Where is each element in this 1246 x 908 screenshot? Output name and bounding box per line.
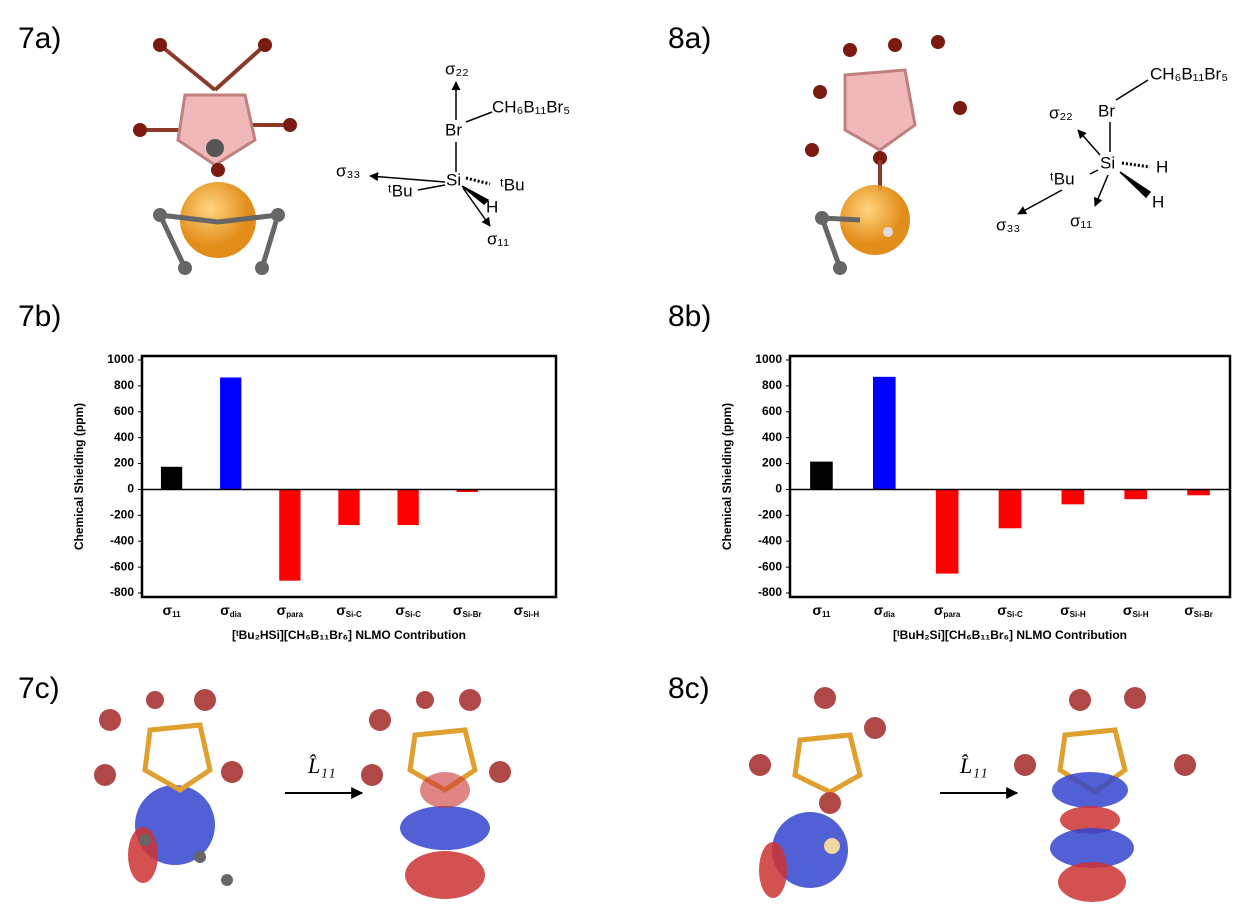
- x-axis-title: [ᵗBuH₂Si][CH₆B₁₁Br₆] NLMO Contribution: [893, 628, 1127, 642]
- tensor-label: σ₁₁: [1070, 211, 1092, 230]
- y-tick-label: 800: [762, 378, 782, 392]
- x-axis-title: [ᵗBu₂HSi][CH₆B₁₁Br₆] NLMO Contribution: [232, 628, 466, 642]
- y-tick-label: -400: [758, 533, 782, 547]
- y-tick-label: 0: [127, 482, 134, 496]
- panel-label: 8a): [668, 22, 711, 55]
- group-label: ᵗBu: [388, 181, 413, 200]
- x-tick-label: σSi-C: [336, 602, 362, 619]
- y-tick-label: 200: [114, 456, 134, 470]
- x-tick-label: σ11: [812, 602, 831, 619]
- molecule-8a: [805, 35, 967, 275]
- bar: [161, 467, 182, 490]
- x-tick-label: σSi-H: [1123, 602, 1149, 619]
- group-label: ᵗBu: [500, 175, 525, 194]
- tensor-label: σ₂₂: [1049, 103, 1073, 122]
- atom-label: H: [1152, 192, 1164, 211]
- tensor-label: σ₃₃: [996, 215, 1020, 234]
- bar: [810, 462, 833, 490]
- x-tick-label: σSi-H: [1060, 602, 1086, 619]
- y-axis-title: Chemical Shielding (ppm): [72, 403, 86, 550]
- y-tick-label: 600: [114, 404, 134, 418]
- bar: [999, 489, 1022, 528]
- x-tick-label: σ11: [163, 602, 182, 619]
- x-tick-label: σpara: [277, 602, 304, 619]
- y-tick-label: -600: [758, 559, 782, 573]
- group-label: ᵗBu: [1050, 169, 1075, 188]
- structure-lines: [1018, 80, 1150, 214]
- y-tick-label: 200: [762, 456, 782, 470]
- atom-label: H: [486, 197, 498, 216]
- atom-label: H: [1156, 157, 1168, 176]
- y-axis-title: Chemical Shielding (ppm): [720, 403, 734, 550]
- x-tick-label: σSi-C: [395, 602, 421, 619]
- atom-label: Br: [1098, 101, 1115, 120]
- figure: 7a) 8a) 7b) 8b) 7c) 8c) σ₂₂ Br CH₆B₁₁Br₅…: [0, 0, 1246, 903]
- atom-label: Br: [445, 120, 462, 139]
- tensor-label: σ₃₃: [336, 161, 360, 180]
- bar: [873, 377, 896, 490]
- plot-frame: [142, 356, 556, 597]
- tensor-label: σ₂₂: [445, 59, 469, 78]
- bar: [936, 489, 959, 573]
- y-tick-label: -600: [110, 559, 134, 573]
- panel-label: 8b): [668, 300, 711, 333]
- group-label: CH₆B₁₁Br₅: [1150, 64, 1228, 83]
- x-tick-label: σSi-H: [514, 602, 540, 619]
- bar: [1187, 489, 1210, 495]
- plot-frame: [790, 356, 1230, 597]
- bar: [338, 489, 359, 525]
- group-label: CH₆B₁₁Br₅: [492, 97, 570, 116]
- operator-label: L̂₁₁: [307, 753, 336, 778]
- operator-label: L̂₁₁: [959, 753, 988, 778]
- panel-label: 7c): [18, 672, 60, 705]
- y-tick-label: -800: [758, 585, 782, 599]
- page: 7a) 8a) 7b) 8b) 7c) 8c) σ₂₂ Br CH₆B₁₁Br₅…: [0, 0, 1246, 908]
- y-tick-label: 600: [762, 404, 782, 418]
- y-tick-label: -200: [758, 508, 782, 522]
- tensor-label: σ₁₁: [487, 229, 509, 248]
- x-tick-label: σdia: [220, 602, 242, 619]
- bar: [279, 489, 300, 580]
- y-tick-label: -400: [110, 533, 134, 547]
- y-tick-label: 400: [114, 430, 134, 444]
- y-tick-label: 0: [775, 482, 782, 496]
- x-tick-label: σSi-Br: [453, 602, 482, 619]
- bar: [1062, 489, 1085, 504]
- bar: [220, 377, 241, 489]
- y-tick-label: -800: [110, 585, 134, 599]
- panel-label: 8c): [668, 672, 710, 705]
- x-tick-label: σdia: [874, 602, 896, 619]
- panel-label: 7a): [18, 22, 61, 55]
- y-tick-label: 1000: [107, 352, 134, 366]
- structure-lines: [370, 82, 492, 226]
- x-tick-label: σSi-Br: [1184, 602, 1213, 619]
- panel-label: 7b): [18, 300, 61, 333]
- orbital-8c: [749, 687, 1196, 902]
- atom-label: Si: [446, 170, 461, 189]
- y-tick-label: 400: [762, 430, 782, 444]
- bar: [1124, 489, 1147, 499]
- y-tick-label: -200: [110, 508, 134, 522]
- molecule-7a: [133, 38, 297, 275]
- x-tick-label: σSi-C: [997, 602, 1023, 619]
- atom-label: Si: [1100, 153, 1115, 172]
- x-tick-label: σpara: [934, 602, 961, 619]
- y-tick-label: 1000: [755, 352, 782, 366]
- bar: [397, 489, 418, 525]
- y-tick-label: 800: [114, 378, 134, 392]
